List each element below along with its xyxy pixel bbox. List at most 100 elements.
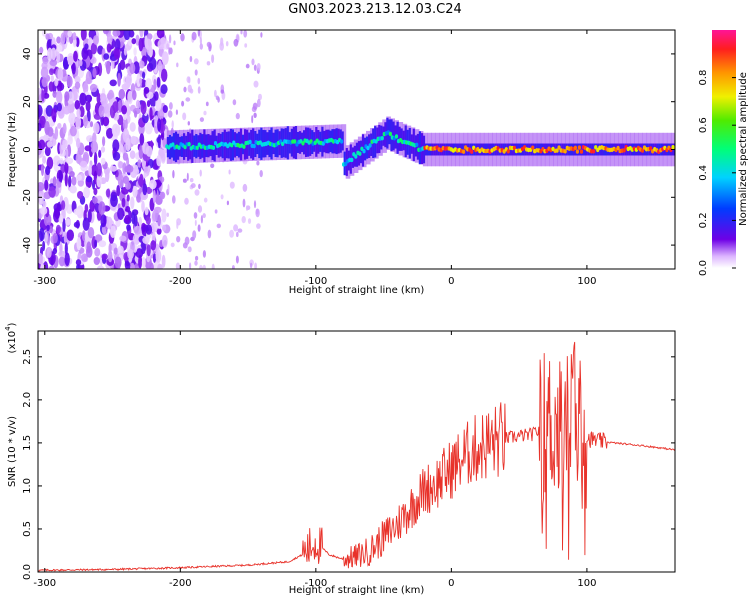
heatmap-cell — [189, 262, 192, 269]
heatmap-cell — [140, 100, 147, 115]
heatmap-cell — [98, 104, 105, 118]
heatmap-cell — [121, 197, 126, 208]
heatmap-cell — [64, 147, 69, 159]
heatmap-cell — [69, 125, 77, 137]
heatmap-cell — [206, 41, 212, 48]
heatmap-cell — [368, 143, 372, 148]
heatmap-cell — [599, 143, 602, 156]
heatmap-cell — [142, 71, 146, 79]
heatmap-cell — [90, 140, 99, 154]
heatmap-cell — [125, 75, 131, 89]
heatmap-cell — [55, 224, 61, 234]
heatmap-cell — [156, 77, 161, 88]
heatmap-cell — [161, 51, 169, 65]
heatmap-cell — [187, 246, 190, 252]
heatmap-cell — [187, 132, 190, 161]
heatmap-cell — [185, 97, 191, 102]
heatmap-cell — [143, 86, 150, 94]
heatmap-cell — [258, 93, 262, 101]
heatmap-cell — [418, 131, 421, 165]
heatmap-cell — [155, 179, 162, 189]
heatmap-cell — [211, 54, 215, 63]
line-plot-axes-frame — [37, 330, 676, 573]
heatmap-cell — [253, 80, 259, 88]
heatmap-cells — [38, 30, 675, 269]
heatmap-cell — [189, 133, 192, 160]
line-plot-y-tick-label: 1.5 — [22, 435, 33, 451]
heatmap-cell — [210, 163, 215, 169]
heatmap-cell — [207, 229, 212, 239]
heatmap-cell — [38, 253, 43, 265]
heatmap-cell — [118, 88, 126, 100]
heatmap-x-tick-label: 100 — [577, 276, 596, 287]
heatmap-cell — [195, 145, 199, 150]
heatmap-cell — [203, 110, 207, 116]
heatmap-cell — [45, 165, 51, 176]
heatmap-cell — [124, 165, 132, 173]
heatmap-cell — [152, 253, 157, 263]
heatmap-cell — [191, 31, 197, 41]
heatmap-cell — [72, 32, 77, 41]
heatmap-cell — [577, 145, 582, 150]
heatmap-cell — [392, 121, 395, 151]
heatmap-cell — [89, 121, 94, 128]
heatmap-cell — [214, 209, 218, 214]
heatmap-cell — [96, 162, 102, 177]
heatmap-cell — [64, 242, 68, 256]
heatmap-cell — [53, 155, 61, 166]
heatmap-cell — [351, 147, 354, 168]
heatmap-cell — [144, 206, 149, 216]
heatmap-cell — [213, 129, 216, 162]
heatmap-cell — [43, 213, 52, 227]
heatmap-cell — [168, 47, 171, 55]
heatmap-cell — [142, 183, 148, 196]
heatmap-cell — [189, 55, 193, 63]
heatmap-cell — [48, 186, 56, 198]
heatmap-cell — [52, 176, 57, 187]
heatmap-cell — [669, 147, 673, 153]
heatmap-cell — [360, 146, 364, 151]
heatmap-cell — [168, 34, 172, 44]
heatmap-cell — [92, 132, 97, 145]
heatmap-cell — [149, 107, 153, 121]
heatmap-cell — [157, 214, 161, 227]
heatmap-y-axis-label: Frequency (Hz) — [7, 112, 18, 188]
heatmap-cell — [202, 213, 206, 219]
line-plot-x-tick-label: -100 — [304, 578, 327, 589]
heatmap-cell — [81, 253, 88, 262]
line-plot-background — [38, 331, 675, 572]
heatmap-cell — [253, 200, 257, 209]
heatmap-cell — [202, 250, 206, 258]
heatmap-cell — [40, 163, 45, 176]
heatmap-cell — [113, 48, 120, 60]
heatmap-cell — [202, 264, 206, 269]
heatmap-cell — [153, 78, 157, 91]
heatmap-cell — [167, 110, 173, 118]
heatmap-cell — [416, 133, 419, 160]
heatmap-cell — [138, 37, 144, 52]
heatmap-cell — [64, 173, 68, 187]
heatmap-cell — [66, 229, 75, 241]
heatmap-cell — [256, 63, 261, 71]
heatmap-x-tick-label: -300 — [33, 276, 56, 287]
heatmap-cell — [594, 145, 598, 150]
heatmap-cell — [49, 68, 54, 76]
heatmap-cell — [125, 206, 131, 213]
exponent-close: ) — [7, 322, 18, 326]
heatmap-cell — [184, 236, 190, 245]
heatmap-cell — [41, 77, 48, 88]
heatmap-cell — [65, 157, 74, 165]
heatmap-cell — [100, 214, 107, 228]
heatmap-cell — [462, 149, 466, 154]
heatmap-cell — [137, 176, 144, 187]
heatmap-cell — [66, 75, 73, 88]
colorbar-tick-label: 0.6 — [698, 117, 709, 133]
heatmap-cell — [63, 105, 71, 115]
heatmap-cell — [49, 225, 53, 234]
heatmap-cell — [79, 59, 83, 67]
heatmap-cell — [117, 207, 125, 220]
heatmap-cell — [145, 122, 153, 135]
heatmap-cell — [171, 120, 174, 129]
